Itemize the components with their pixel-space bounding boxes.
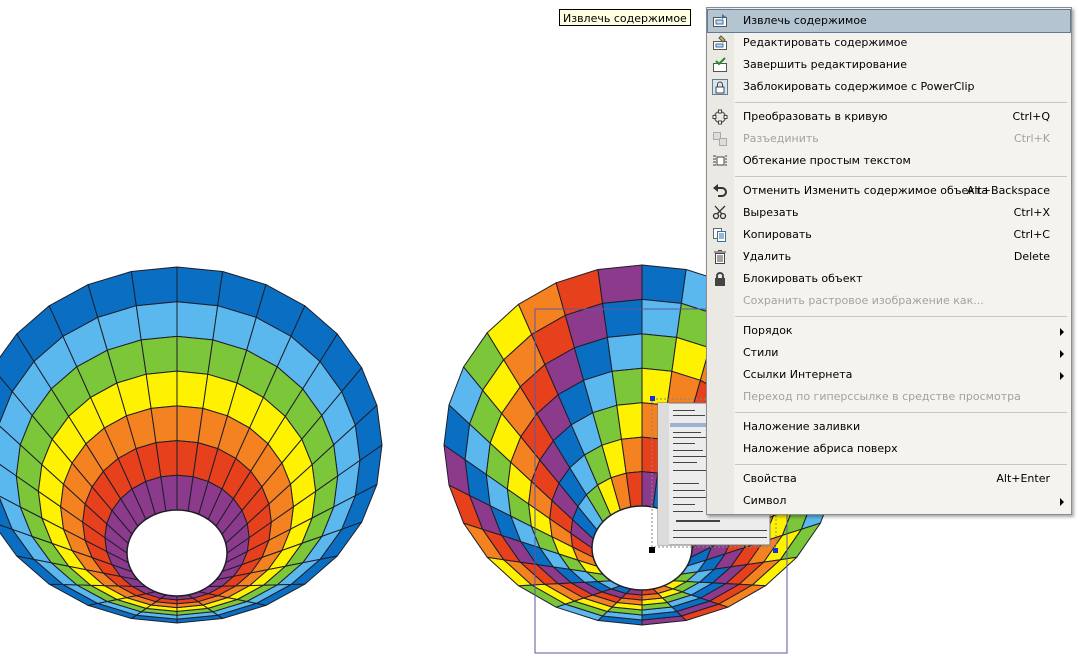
- menu-item-shortcut: Ctrl+Q: [1012, 110, 1050, 123]
- menu-item-label: Переход по гиперссылке в средстве просмо…: [743, 390, 1021, 403]
- balloon-left[interactable]: [0, 266, 383, 624]
- scissors-icon: [712, 205, 728, 221]
- menu-item-11[interactable]: Удалить Delete: [708, 246, 1070, 268]
- finish-editing-icon: [712, 57, 728, 73]
- menu-item-19[interactable]: Наложение абриса поверх: [708, 438, 1070, 460]
- balloon-panel: [641, 298, 682, 338]
- menu-item-6[interactable]: Разъединить Ctrl+K: [708, 128, 1070, 150]
- balloon-panel: [611, 367, 643, 406]
- submenu-arrow-icon: [1060, 372, 1064, 380]
- submenu-arrow-icon: [1060, 498, 1064, 506]
- menu-item-21[interactable]: Символ: [708, 490, 1070, 512]
- balloon-panel: [176, 335, 214, 375]
- submenu-arrow-icon: [1060, 350, 1064, 358]
- menu-item-2[interactable]: Редактировать содержимое: [708, 32, 1070, 54]
- menu-item-label: Копировать: [743, 228, 812, 241]
- menu-item-15[interactable]: Стили: [708, 342, 1070, 364]
- selection-handles[interactable]: [649, 396, 778, 553]
- menu-item-17[interactable]: Переход по гиперссылке в средстве просмо…: [708, 386, 1070, 408]
- menu-item-label: Редактировать содержимое: [743, 36, 908, 49]
- menu-item-5[interactable]: Преобразовать в кривую Ctrl+Q: [708, 106, 1070, 128]
- menu-item-9[interactable]: Вырезать Ctrl+X: [708, 202, 1070, 224]
- menu-item-shortcut: Ctrl+C: [1013, 228, 1050, 241]
- menu-separator: [735, 176, 1067, 177]
- balloon-panel: [602, 298, 643, 338]
- menu-item-label: Сохранить растровое изображение как...: [743, 294, 984, 307]
- menu-item-7[interactable]: Обтекание простым текстом: [708, 150, 1070, 172]
- trash-icon: [712, 249, 728, 265]
- menu-item-shortcut: Ctrl+K: [1013, 132, 1050, 145]
- balloon-panel: [135, 301, 178, 341]
- balloon-panel: [616, 402, 643, 440]
- menu-item-label: Символ: [743, 494, 787, 507]
- submenu-arrow-icon: [1060, 328, 1064, 336]
- balloon-panel: [176, 301, 219, 341]
- menu-item-label: Порядок: [743, 324, 793, 337]
- menu-item-label: Заблокировать содержимое с PowerClip: [743, 80, 975, 93]
- wrap-text-icon: [712, 153, 728, 169]
- menu-separator: [735, 316, 1067, 317]
- menu-item-label: Наложение заливки: [743, 420, 861, 433]
- menu-item-8[interactable]: Отменить Изменить содержимое объекта Alt+…: [708, 180, 1070, 202]
- balloon-panel: [130, 266, 178, 307]
- menu-item-shortcut: Alt+Enter: [996, 472, 1050, 485]
- balloon-panel: [150, 405, 178, 444]
- menu-item-label: Удалить: [743, 250, 792, 263]
- menu-item-3[interactable]: Завершить редактирование: [708, 54, 1070, 76]
- menu-item-label: Извлечь содержимое: [743, 14, 867, 27]
- edit-contents-icon: [712, 35, 728, 51]
- menu-item-label: Наложение абриса поверх: [743, 442, 898, 455]
- copy-icon: [712, 227, 728, 243]
- menu-item-shortcut: Delete: [1013, 250, 1050, 263]
- menu-item-shortcut: Ctrl+X: [1013, 206, 1050, 219]
- menu-item-14[interactable]: Порядок: [708, 320, 1070, 342]
- balloon-panel: [606, 333, 643, 372]
- menu-item-label: Обтекание простым текстом: [743, 154, 911, 167]
- balloon-panel: [641, 333, 678, 372]
- menu-item-20[interactable]: Свойства Alt+Enter: [708, 468, 1070, 490]
- undo-icon: [712, 183, 728, 199]
- extract-contents-icon: [712, 13, 728, 29]
- lock-powerclip-icon: [712, 79, 728, 95]
- menu-item-label: Преобразовать в кривую: [743, 110, 888, 123]
- menu-item-label: Блокировать объект: [743, 272, 863, 285]
- balloon-panel: [176, 266, 224, 307]
- balloon-panel: [176, 370, 209, 409]
- balloon-panel: [641, 367, 673, 406]
- convert-to-curves-icon: [712, 109, 728, 125]
- balloon-panel: [145, 370, 178, 409]
- break-apart-icon: [712, 131, 728, 147]
- menu-item-label: Свойства: [743, 472, 797, 485]
- menu-item-label: Ссылки Интернета: [743, 368, 853, 381]
- balloon-opening: [126, 509, 228, 597]
- menu-item-18[interactable]: Наложение заливки: [708, 416, 1070, 438]
- tooltip: Извлечь содержимое: [559, 9, 691, 26]
- menu-item-10[interactable]: Копировать Ctrl+C: [708, 224, 1070, 246]
- balloon-panel: [597, 264, 643, 304]
- menu-item-label: Вырезать: [743, 206, 799, 219]
- balloon-panel: [140, 335, 178, 375]
- menu-item-label: Отменить Изменить содержимое объекта: [743, 184, 989, 197]
- menu-item-label: Разъединить: [743, 132, 819, 145]
- balloon-panel: [641, 264, 687, 304]
- lock-icon: [712, 271, 728, 287]
- menu-item-label: Стили: [743, 346, 779, 359]
- menu-item-16[interactable]: Ссылки Интернета: [708, 364, 1070, 386]
- menu-separator: [735, 102, 1067, 103]
- menu-item-4[interactable]: Заблокировать содержимое с PowerClip: [708, 76, 1070, 98]
- menu-item-label: Завершить редактирование: [743, 58, 907, 71]
- menu-separator: [735, 464, 1067, 465]
- menu-item-shortcut: Alt+Backspace: [966, 184, 1050, 197]
- context-menu[interactable]: Извлечь содержимое Редактировать содержим…: [706, 7, 1072, 515]
- menu-item-12[interactable]: Блокировать объект: [708, 268, 1070, 290]
- menu-separator: [735, 412, 1067, 413]
- menu-item-13[interactable]: Сохранить растровое изображение как...: [708, 290, 1070, 312]
- menu-item-1[interactable]: Извлечь содержимое: [707, 9, 1071, 33]
